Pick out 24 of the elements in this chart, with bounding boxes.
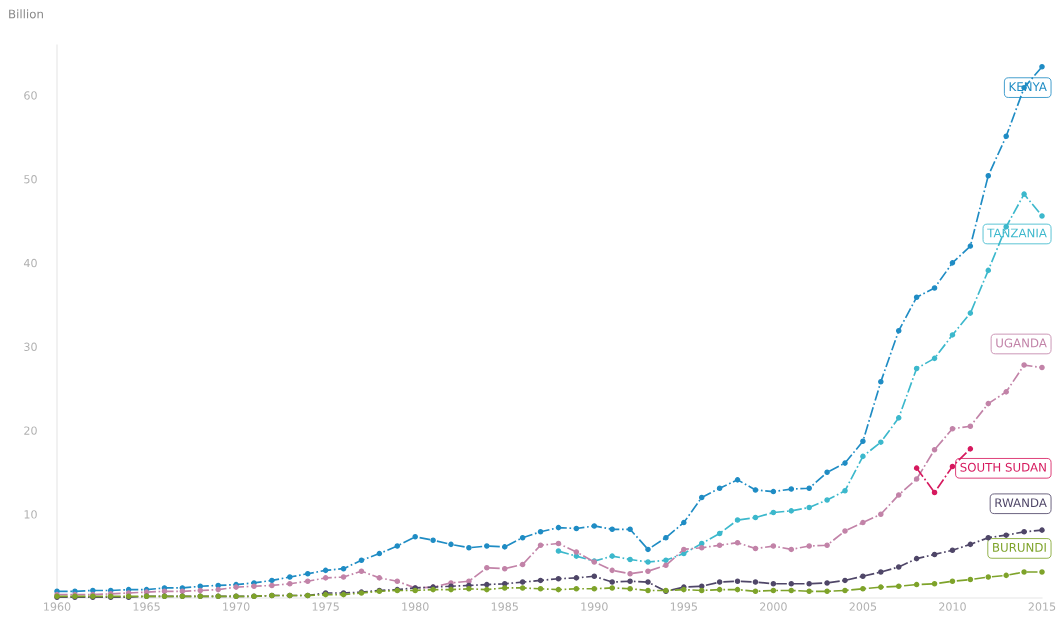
x-tick-label: 1975 xyxy=(312,602,339,611)
y-tick-label: 30 xyxy=(24,342,37,352)
x-tick-label: 2010 xyxy=(939,602,966,611)
x-tick-label: 1980 xyxy=(402,602,429,611)
y-axis-title: Billion xyxy=(9,9,43,19)
series-label: BURUNDI xyxy=(993,543,1046,552)
x-tick-label: 1960 xyxy=(44,602,71,611)
x-tick-label: 1985 xyxy=(491,602,518,611)
series-label: UGANDA xyxy=(996,338,1047,348)
series-label: TANZANIA xyxy=(987,228,1047,238)
y-tick-label: 10 xyxy=(24,510,37,519)
x-tick-label: 1990 xyxy=(581,602,608,611)
y-tick-label: 20 xyxy=(24,426,37,435)
x-tick-label: 2015 xyxy=(1028,602,1056,611)
series-label: RWANDA xyxy=(995,498,1047,507)
y-tick-label: 60 xyxy=(24,91,37,100)
x-tick-label: 2005 xyxy=(849,602,877,611)
y-tick-label: 40 xyxy=(23,258,37,268)
y-tick-label: 50 xyxy=(24,175,37,184)
x-tick-label: 1995 xyxy=(670,602,697,611)
series-label: SOUTH SUDAN xyxy=(960,462,1046,472)
x-tick-label: 1970 xyxy=(223,602,250,611)
x-tick-label: 1965 xyxy=(133,602,160,611)
x-tick-label: 2000 xyxy=(760,602,787,611)
